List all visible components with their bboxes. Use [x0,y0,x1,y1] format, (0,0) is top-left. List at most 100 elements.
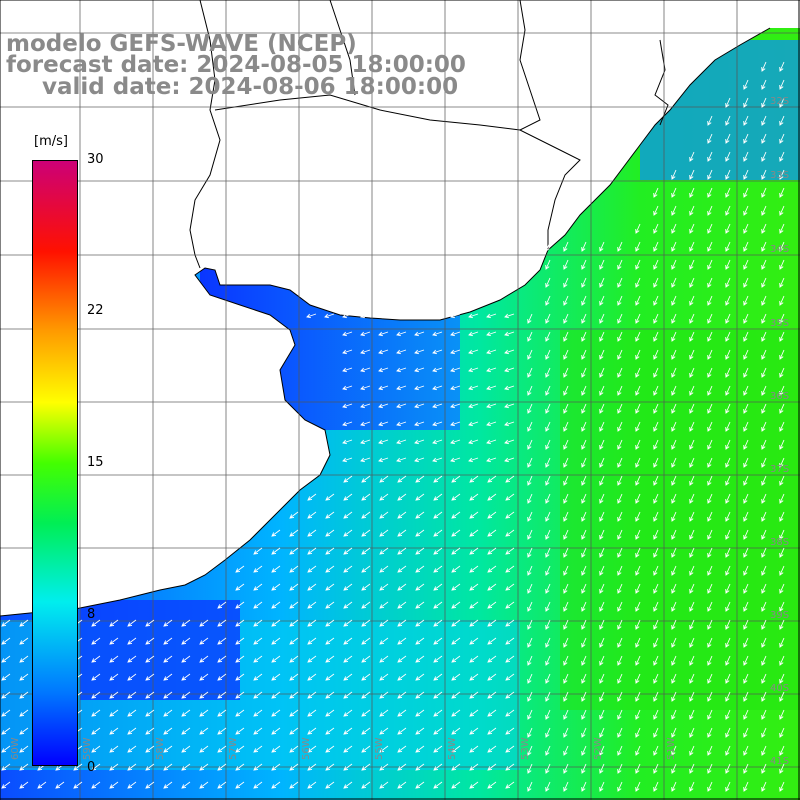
wind-arrow [505,655,515,663]
land-mass [0,0,800,616]
wind-arrow [635,727,641,738]
wind-arrow [415,493,425,501]
wind-arrow [505,745,515,753]
wind-arrow [653,367,659,378]
wind-arrow [671,205,677,216]
wind-arrow [325,691,335,699]
wind-arrow [707,259,713,270]
wind-arrow [469,601,479,609]
wind-arrow [599,745,605,756]
wind-arrow [342,331,353,337]
wind-arrow [289,745,299,753]
wind-arrow [743,241,749,252]
wind-arrow [743,439,749,450]
wind-arrow [725,439,731,450]
wind-arrow [671,637,677,648]
wind-arrow [468,331,479,337]
wind-arrow [779,349,785,360]
wind-arrow [415,655,425,663]
wind-arrow [325,727,335,735]
wind-arrow [414,439,425,445]
wind-arrow [527,691,533,702]
wind-arrow [617,475,623,486]
wind-arrow [397,565,407,573]
wind-arrow [725,781,731,792]
wind-arrow [581,259,587,270]
wind-arrow [217,709,227,717]
wind-arrow [635,511,641,522]
wind-arrow [235,691,245,699]
wind-arrow [725,187,731,198]
wind-arrow [361,511,371,519]
wind-arrow [671,349,677,360]
wind-arrow [617,439,623,450]
wind-arrow [707,385,713,396]
wind-arrow [671,619,677,630]
wind-arrow [468,385,479,391]
wind-arrow [689,241,695,252]
wind-arrow [109,763,119,771]
wind-arrow [707,205,713,216]
wind-arrow [635,763,641,774]
wind-arrow [343,691,353,699]
wind-arrow [707,511,713,522]
wind-arrow [545,691,551,702]
wind-arrow [545,655,551,666]
wind-arrow [743,457,749,468]
wind-arrow [653,637,659,648]
longitude-label: 60W [10,737,21,760]
wind-arrow [707,421,713,432]
wind-arrow [725,493,731,504]
wind-arrow [450,457,461,463]
wind-arrow [581,619,587,630]
wind-arrow [635,223,641,234]
wind-arrow [581,295,587,306]
wind-arrow [653,727,659,738]
wind-arrow [235,781,245,789]
wind-arrow [307,493,317,501]
wind-arrow [145,673,155,681]
wind-arrow [635,277,641,288]
wind-arrow [725,277,731,288]
wind-arrow [451,745,461,753]
longitude-label: 55W [374,737,385,760]
wind-arrow [469,637,479,645]
colorbar-tick-label: 8 [87,607,96,622]
wind-arrow [563,241,569,252]
wind-arrow [761,151,767,162]
wind-arrow [527,367,533,378]
wind-arrow [779,709,785,720]
wind-arrow [505,691,515,699]
wind-arrow [707,745,713,756]
forecast-date: forecast date: 2024-08-05 18:00:00 [6,52,466,78]
border-line [519,0,541,131]
wind-arrow [743,151,749,162]
wind-arrow [504,367,515,373]
wind-arrow [707,457,713,468]
wind-arrow [689,259,695,270]
wind-arrow [415,619,425,627]
wind-arrow [707,277,713,288]
wind-arrow [433,493,443,501]
wind-arrow [671,529,677,540]
wind-arrow [761,205,767,216]
wind-arrow [379,529,389,537]
wind-arrow [545,601,551,612]
wind-arrow [325,655,335,663]
wind-arrow [671,331,677,342]
wind-arrow [163,619,173,627]
wind-arrow [581,583,587,594]
wind-arrow [545,475,551,486]
wind-arrow [689,529,695,540]
wind-arrow [545,727,551,738]
wind-arrow [271,583,281,591]
wind-arrow [432,313,443,319]
wind-arrow [743,781,749,792]
wind-arrow [779,691,785,702]
wind-arrow [653,475,659,486]
wind-arrow [779,565,785,576]
wind-arrow [325,601,335,609]
wind-arrow [253,727,263,735]
wind-arrow [779,169,785,180]
wind-arrow [653,403,659,414]
